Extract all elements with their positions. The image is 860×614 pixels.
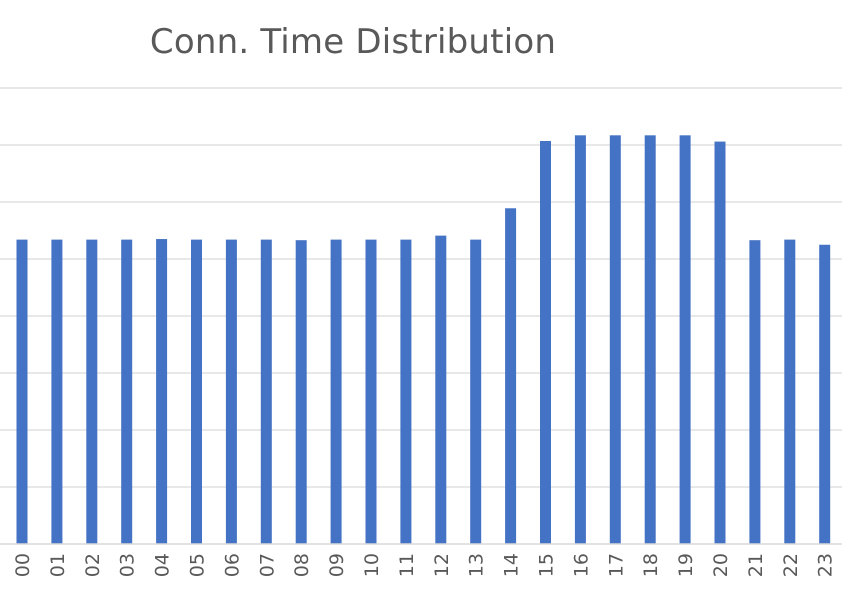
bar-18: [644, 135, 656, 544]
x-tick-labels: 00 01 02 03 04 05 06 07 08 09 10 11 12 13 14 15 16 17 18 19…: [12, 553, 837, 577]
chart-title: Conn. Time Distribution: [149, 22, 557, 62]
x-tick-label-19: 19: [675, 553, 697, 577]
x-tick-label-09: 09: [326, 553, 348, 577]
bar-12: [435, 235, 447, 544]
x-tick-label-12: 12: [431, 553, 453, 577]
bar-03: [121, 239, 133, 544]
bar-04: [156, 239, 168, 545]
x-tick-label-07: 07: [256, 553, 278, 577]
gridlines: [0, 87, 842, 488]
bar-06: [225, 239, 237, 544]
x-tick-label-17: 17: [605, 553, 627, 577]
bar-11: [400, 239, 412, 544]
x-tick-label-14: 14: [501, 553, 523, 577]
x-tick-label-11: 11: [396, 553, 418, 577]
bar-20: [714, 141, 726, 544]
bar-14: [505, 208, 517, 544]
x-tick-label-15: 15: [536, 553, 558, 577]
bar-00: [16, 239, 28, 544]
x-tick-label-00: 00: [12, 553, 34, 577]
bar-21: [749, 240, 761, 544]
bar-22: [784, 239, 796, 544]
x-tick-label-16: 16: [570, 553, 592, 577]
bar-19: [679, 135, 691, 544]
x-tick-label-13: 13: [466, 553, 488, 577]
x-tick-label-05: 05: [187, 553, 209, 577]
x-tick-label-01: 01: [47, 553, 69, 577]
x-tick-label-08: 08: [291, 553, 313, 577]
x-tick-label-02: 02: [82, 553, 104, 577]
x-tick-label-03: 03: [117, 553, 139, 577]
bar-23: [819, 244, 831, 544]
bar-07: [260, 239, 272, 544]
x-tick-label-23: 23: [815, 553, 837, 577]
x-tick-label-20: 20: [710, 553, 732, 577]
bars: [16, 135, 831, 545]
x-tick-label-04: 04: [152, 553, 174, 577]
bar-10: [365, 239, 377, 544]
bar-17: [609, 135, 621, 544]
bar-16: [574, 135, 586, 544]
bar-01: [51, 239, 63, 544]
bar-05: [191, 239, 202, 544]
x-tick-label-18: 18: [640, 553, 662, 577]
bar-08: [295, 240, 307, 544]
bar-09: [330, 239, 342, 544]
bar-02: [86, 239, 98, 544]
x-tick-label-10: 10: [361, 553, 383, 577]
bar-15: [540, 141, 551, 544]
x-tick-label-06: 06: [221, 553, 243, 577]
x-tick-label-22: 22: [780, 553, 802, 577]
x-tick-label-21: 21: [745, 553, 767, 577]
bar-13: [470, 239, 482, 544]
